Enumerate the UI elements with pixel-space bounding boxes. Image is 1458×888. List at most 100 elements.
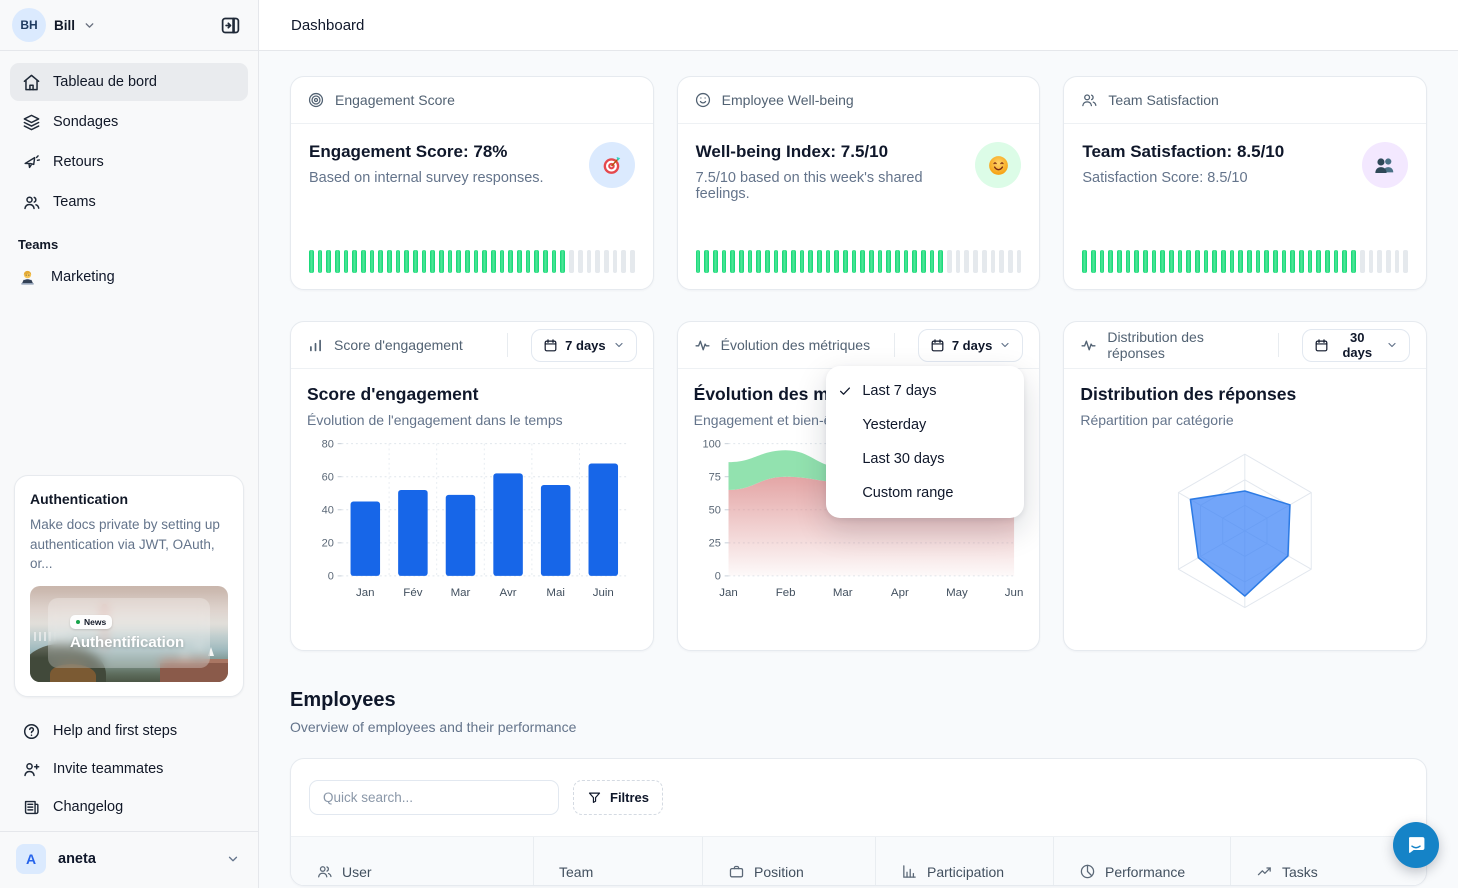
progress-bar <box>695 250 1022 273</box>
progress-segment <box>491 250 496 273</box>
svg-text:0: 0 <box>714 571 720 583</box>
progress-segment <box>517 250 522 273</box>
search-input[interactable] <box>309 780 559 815</box>
menu-item-yesterday[interactable]: Yesterday <box>862 417 927 433</box>
calendar-icon <box>930 338 945 353</box>
svg-text:Juin: Juin <box>593 587 614 599</box>
menu-item-last-7-days[interactable]: Last 7 days <box>826 374 1024 408</box>
progress-segment <box>730 250 736 273</box>
range-select-button[interactable]: 7 days <box>917 328 1024 362</box>
progress-segment <box>473 250 479 273</box>
metric-subtitle: 7.5/10 based on this week's shared feeli… <box>695 170 923 202</box>
progress-segment <box>947 250 952 273</box>
home-icon <box>22 73 41 92</box>
progress-segment <box>912 250 918 273</box>
sidebar-item-retours[interactable]: Retours <box>10 143 248 181</box>
account-switcher[interactable]: A aneta <box>0 832 258 888</box>
range-label: 7 days <box>565 337 606 353</box>
column-header-participation[interactable]: Participation <box>875 837 1053 885</box>
svg-text:75: 75 <box>708 472 720 484</box>
sidebar-item-tableau-de-bord[interactable]: Tableau de bord <box>10 63 248 101</box>
sidebar-item-teams[interactable]: Teams <box>10 183 248 221</box>
progress-segment <box>765 250 770 273</box>
sidebar-item-sondages[interactable]: Sondages <box>10 103 248 141</box>
sidebar-item-invite[interactable]: Invite teammates <box>10 751 248 787</box>
auth-promo-card[interactable]: Authentication Make docs private by sett… <box>14 475 244 697</box>
collapse-sidebar-button[interactable] <box>214 9 246 41</box>
engagement-chart-card: Score d'engagement 7 days Score d' <box>290 321 654 651</box>
svg-text:Jan: Jan <box>356 587 375 599</box>
progress-segment <box>577 250 583 273</box>
progress-segment <box>1125 250 1131 273</box>
progress-segment <box>1082 250 1087 273</box>
column-header-position[interactable]: Position <box>702 837 875 885</box>
progress-segment <box>499 250 505 273</box>
progress-segment <box>1403 250 1408 273</box>
sidebar-footer-nav: Help and first steps Invite teammates Ch… <box>0 707 258 831</box>
progress-segment <box>782 250 788 273</box>
auth-card-image[interactable]: News Authentification <box>30 586 228 682</box>
progress-segment <box>1273 250 1278 273</box>
column-header-team[interactable]: Team <box>533 837 702 885</box>
progress-segment <box>1169 250 1174 273</box>
progress-segment <box>404 250 410 273</box>
filters-button[interactable]: Filtres <box>573 780 664 815</box>
column-header-tasks[interactable]: Tasks <box>1230 837 1426 885</box>
bar-chart: 0 20 40 60 80 Jan Fév Mar Avr Mai Juin <box>307 436 637 642</box>
column-header-performance[interactable]: Performance <box>1053 837 1230 885</box>
filters-label: Filtres <box>610 790 650 805</box>
table-header-row: User Team Position Participation <box>291 836 1426 885</box>
svg-text:80: 80 <box>322 438 334 450</box>
progress-segment <box>869 250 874 273</box>
workspace-avatar[interactable]: BH <box>12 8 46 42</box>
progress-segment <box>508 250 514 273</box>
range-dropdown-menu: Last 7 days Yesterday Last 30 days Custo… <box>826 366 1025 518</box>
progress-segment <box>551 250 557 273</box>
card-header-label: Score d'engagement <box>334 337 463 353</box>
progress-segment <box>326 250 332 273</box>
sidebar-item-help[interactable]: Help and first steps <box>10 713 248 749</box>
divider <box>893 333 895 357</box>
progress-segment <box>877 250 883 273</box>
chevron-down-icon <box>1386 339 1398 351</box>
pie-chart-icon <box>1079 863 1096 880</box>
workspace-switcher[interactable]: BH Bill <box>0 0 258 50</box>
progress-segment <box>612 250 618 273</box>
progress-segment <box>739 250 744 273</box>
sidebar-item-marketing[interactable]: Marketing <box>0 258 258 296</box>
svg-text:Fév: Fév <box>403 587 422 599</box>
svg-text:Apr: Apr <box>891 587 909 599</box>
column-header-user[interactable]: User <box>291 837 533 885</box>
progress-segment <box>1160 250 1166 273</box>
employees-table-card: Filtres User Team Position <box>290 758 1427 886</box>
team-satisfaction-card: Team Satisfaction Team Satisfaction: 8.5… <box>1063 76 1427 290</box>
progress-segment <box>1007 250 1013 273</box>
progress-segment <box>1117 250 1122 273</box>
range-select-button[interactable]: 30 days <box>1301 328 1410 362</box>
progress-segment <box>1281 250 1287 273</box>
menu-item-custom-range[interactable]: Custom range <box>862 485 954 501</box>
auth-image-title: Authentification <box>70 634 185 651</box>
metric-title: Well-being Index: 7.5/10 <box>695 142 889 161</box>
chat-launcher-button[interactable] <box>1393 822 1439 868</box>
sidebar-item-changelog[interactable]: Changelog <box>10 789 248 825</box>
briefcase-icon <box>728 863 745 880</box>
menu-item-last-30-days[interactable]: Last 30 days <box>862 451 945 467</box>
svg-text:Avr: Avr <box>500 587 517 599</box>
chevron-down-icon <box>999 339 1011 351</box>
progress-segment <box>921 250 926 273</box>
progress-segment <box>430 250 436 273</box>
sidebar-item-label: Tableau de bord <box>53 74 157 90</box>
progress-segment <box>560 250 566 273</box>
divider <box>0 831 258 832</box>
progress-segment <box>799 250 805 273</box>
range-select-button[interactable]: 7 days <box>531 328 637 362</box>
card-header-label: Employee Well-being <box>721 92 854 108</box>
chevron-down-icon <box>83 19 96 32</box>
auth-card-body: Make docs private by setting up authenti… <box>30 517 220 572</box>
engagement-score-card: Engagement Score Engagement Score: 78% B… <box>290 76 654 290</box>
user-plus-icon <box>22 760 41 779</box>
progress-segment <box>413 250 418 273</box>
divider <box>507 333 509 357</box>
progress-segment <box>456 250 462 273</box>
